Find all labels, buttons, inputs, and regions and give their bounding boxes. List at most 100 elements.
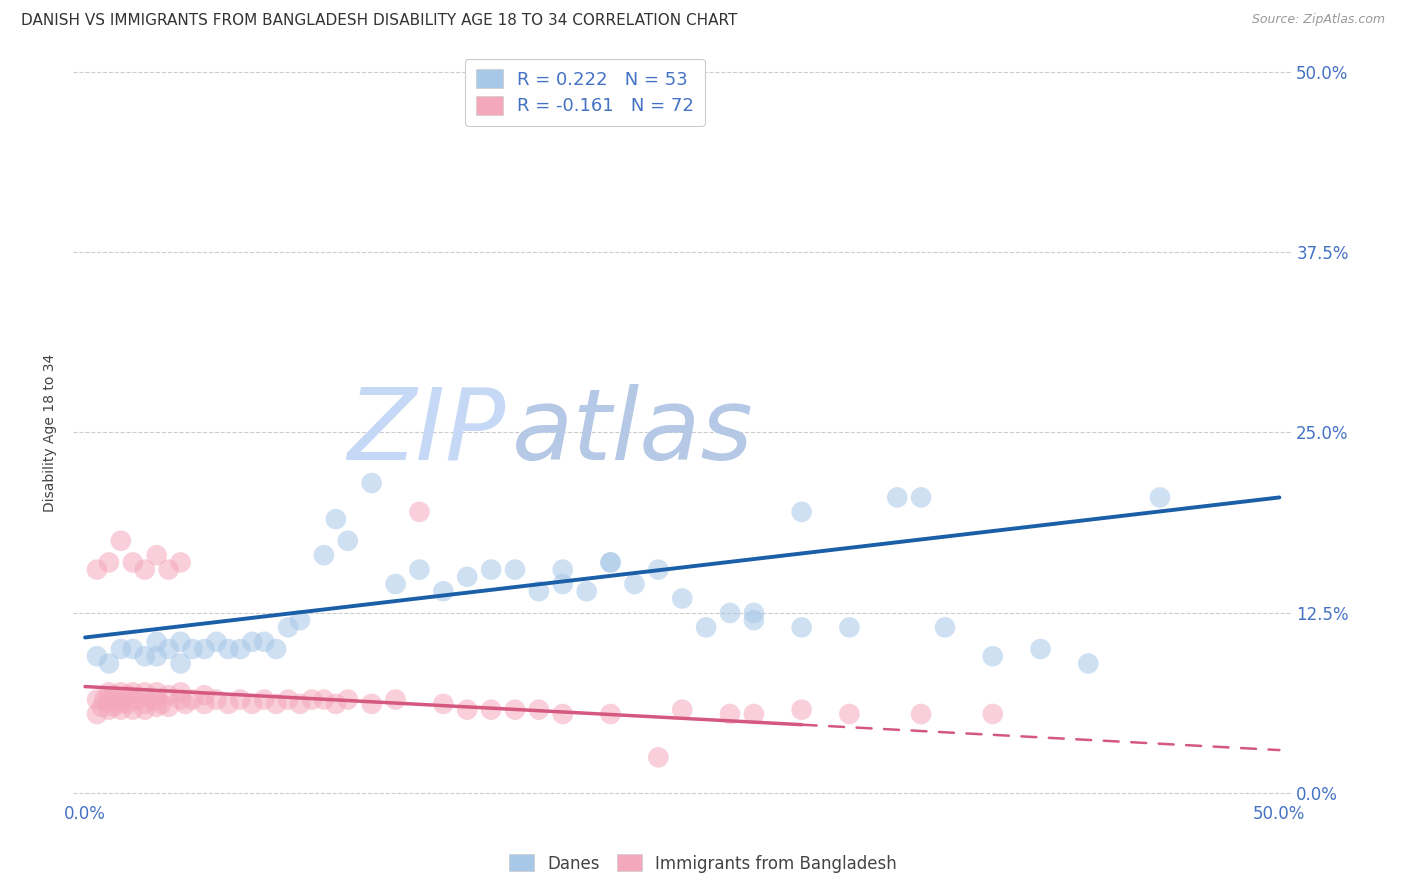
- Point: [384, 692, 406, 706]
- Point: [336, 692, 359, 706]
- Legend: R = 0.222   N = 53, R = -0.161   N = 72: R = 0.222 N = 53, R = -0.161 N = 72: [465, 59, 704, 126]
- Point: [217, 642, 239, 657]
- Point: [264, 642, 287, 657]
- Point: [336, 533, 359, 548]
- Point: [695, 620, 717, 634]
- Point: [551, 706, 574, 721]
- Point: [240, 697, 263, 711]
- Point: [157, 563, 180, 577]
- Text: DANISH VS IMMIGRANTS FROM BANGLADESH DISABILITY AGE 18 TO 34 CORRELATION CHART: DANISH VS IMMIGRANTS FROM BANGLADESH DIS…: [21, 13, 738, 29]
- Point: [97, 657, 120, 671]
- Point: [134, 703, 156, 717]
- Point: [718, 706, 741, 721]
- Y-axis label: Disability Age 18 to 34: Disability Age 18 to 34: [44, 353, 58, 512]
- Point: [110, 642, 132, 657]
- Point: [134, 649, 156, 664]
- Point: [193, 688, 215, 702]
- Point: [169, 692, 191, 706]
- Point: [134, 563, 156, 577]
- Point: [384, 577, 406, 591]
- Point: [134, 697, 156, 711]
- Point: [193, 697, 215, 711]
- Point: [97, 703, 120, 717]
- Point: [121, 685, 143, 699]
- Point: [121, 703, 143, 717]
- Point: [90, 699, 112, 714]
- Point: [277, 692, 299, 706]
- Point: [145, 685, 167, 699]
- Point: [121, 555, 143, 569]
- Point: [527, 703, 550, 717]
- Point: [86, 649, 108, 664]
- Point: [479, 563, 502, 577]
- Point: [599, 555, 621, 569]
- Legend: Danes, Immigrants from Bangladesh: Danes, Immigrants from Bangladesh: [502, 847, 904, 880]
- Point: [121, 642, 143, 657]
- Point: [647, 750, 669, 764]
- Point: [121, 692, 143, 706]
- Point: [742, 613, 765, 627]
- Point: [97, 692, 120, 706]
- Point: [1149, 491, 1171, 505]
- Point: [145, 699, 167, 714]
- Point: [479, 703, 502, 717]
- Point: [456, 703, 478, 717]
- Point: [432, 584, 454, 599]
- Point: [264, 697, 287, 711]
- Point: [360, 475, 382, 490]
- Point: [174, 697, 197, 711]
- Point: [157, 642, 180, 657]
- Point: [981, 706, 1004, 721]
- Point: [141, 692, 163, 706]
- Point: [742, 606, 765, 620]
- Point: [886, 491, 908, 505]
- Point: [288, 697, 311, 711]
- Point: [599, 706, 621, 721]
- Point: [86, 706, 108, 721]
- Text: atlas: atlas: [512, 384, 754, 481]
- Point: [981, 649, 1004, 664]
- Point: [790, 703, 813, 717]
- Point: [623, 577, 645, 591]
- Point: [110, 685, 132, 699]
- Point: [253, 692, 276, 706]
- Point: [360, 697, 382, 711]
- Point: [312, 692, 335, 706]
- Point: [145, 649, 167, 664]
- Point: [145, 635, 167, 649]
- Point: [181, 642, 204, 657]
- Point: [93, 692, 115, 706]
- Point: [1029, 642, 1052, 657]
- Point: [527, 584, 550, 599]
- Point: [229, 642, 252, 657]
- Point: [408, 563, 430, 577]
- Point: [838, 706, 860, 721]
- Point: [253, 635, 276, 649]
- Point: [790, 505, 813, 519]
- Point: [838, 620, 860, 634]
- Point: [551, 563, 574, 577]
- Point: [86, 563, 108, 577]
- Point: [718, 606, 741, 620]
- Point: [432, 697, 454, 711]
- Point: [134, 685, 156, 699]
- Point: [97, 555, 120, 569]
- Point: [229, 692, 252, 706]
- Point: [325, 697, 347, 711]
- Point: [145, 692, 167, 706]
- Point: [277, 620, 299, 634]
- Point: [205, 692, 228, 706]
- Point: [599, 555, 621, 569]
- Point: [240, 635, 263, 649]
- Point: [217, 697, 239, 711]
- Point: [325, 512, 347, 526]
- Point: [301, 692, 323, 706]
- Point: [169, 635, 191, 649]
- Point: [312, 548, 335, 562]
- Point: [934, 620, 956, 634]
- Point: [157, 688, 180, 702]
- Point: [671, 591, 693, 606]
- Point: [145, 548, 167, 562]
- Point: [181, 692, 204, 706]
- Point: [910, 491, 932, 505]
